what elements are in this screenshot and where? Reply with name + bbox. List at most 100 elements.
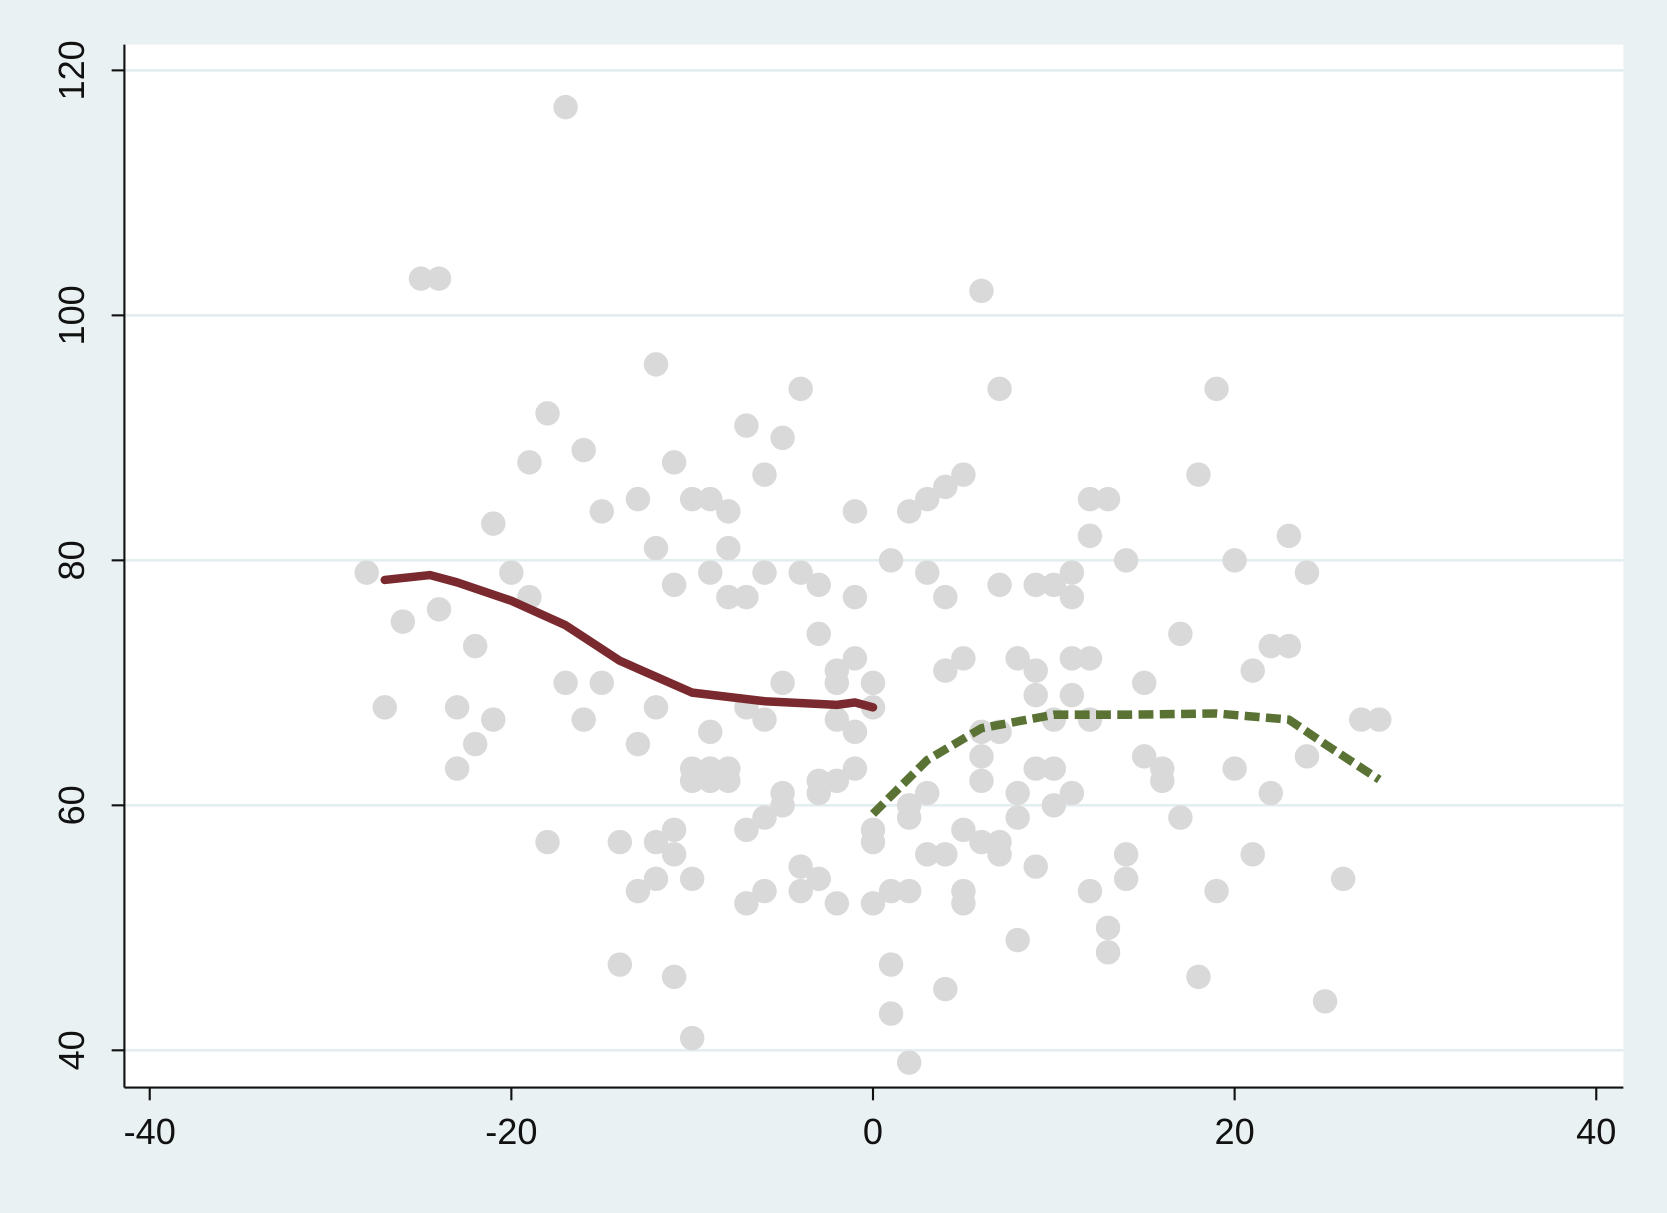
scatter-point: [1240, 842, 1265, 867]
scatter-point: [752, 805, 777, 830]
scatter-point: [1023, 572, 1048, 598]
scatter-point: [1150, 768, 1175, 794]
scatter-point: [625, 878, 651, 904]
scatter-point: [770, 670, 795, 696]
scatter-point: [933, 584, 958, 610]
scatter-point: [661, 450, 687, 475]
scatter-point: [716, 499, 741, 524]
scatter-point: [643, 535, 669, 561]
scatter-point: [643, 829, 669, 855]
scatter-point: [1367, 707, 1392, 732]
scatter-point: [915, 780, 940, 806]
scatter-point: [1294, 744, 1320, 769]
scatter-point: [1041, 793, 1067, 818]
scatter-point: [1005, 780, 1030, 806]
scatter-point: [1005, 927, 1030, 953]
scatter-point: [878, 548, 904, 573]
scatter-point: [517, 450, 542, 475]
scatter-point: [878, 878, 904, 904]
scatter-point: [752, 707, 777, 732]
fit-line: [380, 570, 878, 712]
scatter-point: [824, 670, 850, 696]
scatter-point: [1059, 780, 1085, 806]
scatter-point: [535, 829, 560, 855]
scatter-point: [969, 744, 994, 769]
scatter-point: [752, 462, 777, 487]
scatter-point: [987, 376, 1012, 402]
scatter-point: [481, 707, 506, 732]
scatter-point: [1059, 682, 1085, 708]
scatter-point: [1113, 866, 1139, 892]
scatter-point: [1077, 523, 1103, 549]
scatter-point: [915, 842, 940, 867]
scatter-point: [860, 829, 886, 855]
scatter-point: [462, 633, 488, 659]
y-tick-label: 40: [51, 1030, 92, 1070]
scatter-point: [806, 866, 831, 892]
scatter-point: [734, 891, 759, 916]
scatter-point: [1276, 523, 1302, 549]
scatter-point: [842, 756, 868, 781]
x-tick-label: 20: [1215, 1111, 1255, 1152]
scatter-point: [661, 817, 687, 843]
scatter-point: [951, 817, 976, 843]
scatter-point: [1077, 486, 1103, 512]
scatter-point: [933, 842, 958, 867]
scatter-point: [390, 609, 416, 634]
scatter-point: [679, 866, 705, 892]
scatter-point: [1077, 878, 1103, 904]
scatter-point: [643, 352, 669, 377]
scatter-point: [625, 731, 651, 757]
scatter-point: [1186, 964, 1211, 990]
scatter-point: [788, 560, 813, 585]
scatter-point: [1059, 584, 1085, 610]
scatter-point: [1240, 658, 1265, 683]
x-tick-label: 0: [863, 1111, 883, 1152]
scatter-point: [444, 695, 470, 720]
scatter-point: [698, 719, 723, 745]
scatter-point: [643, 695, 669, 720]
scatter-point: [1222, 756, 1247, 781]
scatter-point: [933, 658, 958, 683]
scatter-point: [1023, 756, 1048, 781]
scatter-point: [752, 878, 777, 904]
scatter-point: [915, 560, 940, 585]
scatter-point: [716, 584, 741, 610]
scatter-point: [824, 891, 850, 916]
scatter-point: [951, 646, 976, 671]
scatter-point: [788, 878, 813, 904]
scatter-point: [951, 462, 976, 487]
scatter-point: [553, 670, 578, 696]
scatter-point: [535, 401, 560, 426]
scatter-point: [933, 976, 958, 1002]
scatter-point: [571, 707, 596, 732]
scatter-point: [734, 584, 759, 610]
scatter-point: [915, 486, 940, 512]
scatter-point: [1095, 915, 1121, 941]
scatter-point: [1005, 646, 1030, 671]
scatter-point: [969, 278, 994, 304]
scatter-point: [878, 952, 904, 977]
scatter-point: [698, 560, 723, 585]
scatter-point: [481, 511, 506, 536]
scatter-point: [698, 768, 723, 794]
scatter-point: [1258, 780, 1284, 806]
scatter-point: [643, 866, 669, 892]
scatter-point: [354, 560, 379, 585]
scatter-point: [607, 829, 633, 855]
scatter-point: [824, 768, 850, 794]
scatter-point: [1023, 682, 1048, 708]
scatter-point: [571, 437, 596, 463]
scatter-point: [951, 891, 976, 916]
scatter-point: [734, 413, 759, 438]
scatter-point: [1059, 560, 1085, 585]
scatter-point: [842, 646, 868, 671]
scatter-point: [1023, 658, 1048, 683]
scatter-point: [878, 1001, 904, 1026]
scatter-point: [1222, 548, 1247, 573]
scatter-point: [716, 768, 741, 794]
scatter-point: [770, 425, 795, 451]
scatter-point: [987, 842, 1012, 867]
